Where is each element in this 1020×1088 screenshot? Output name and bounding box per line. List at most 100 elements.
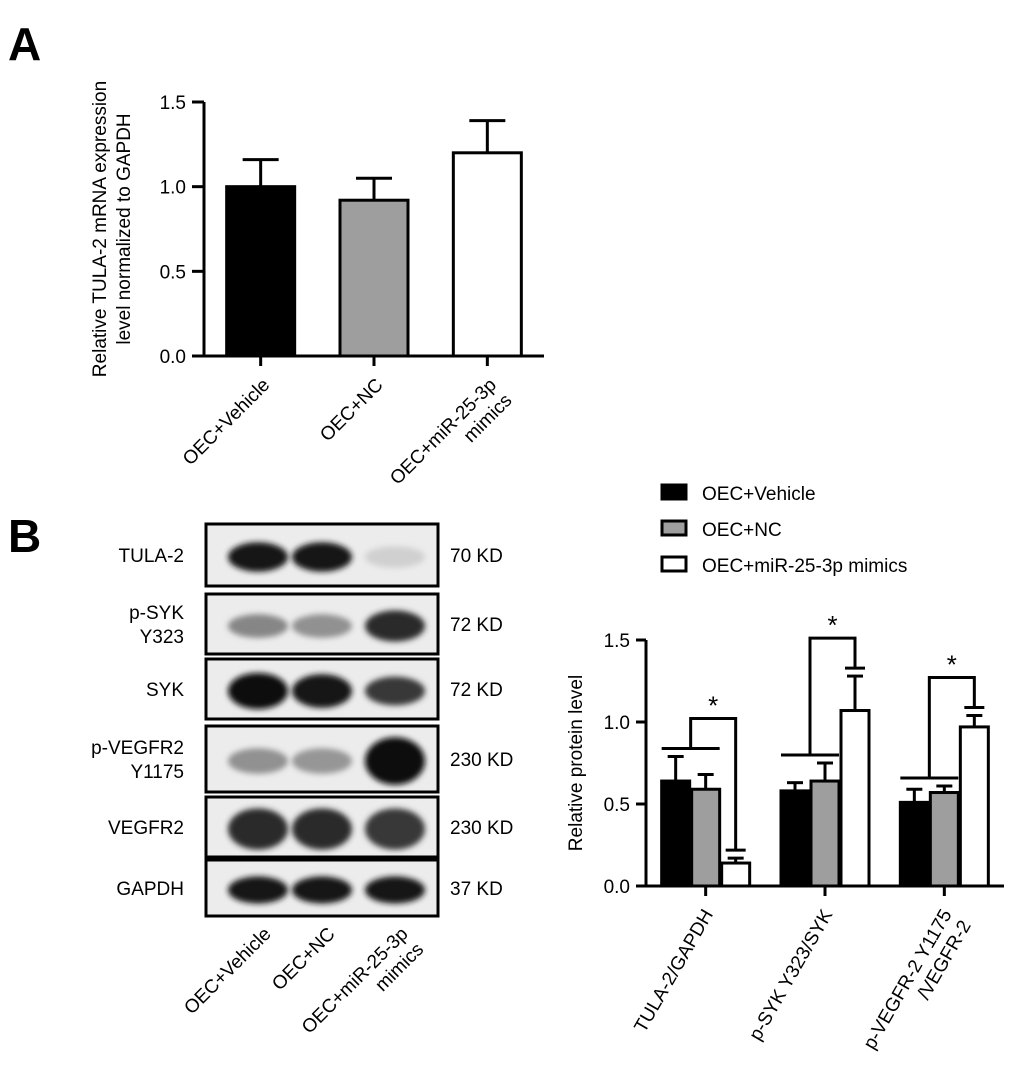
lane-label: OEC+Vehicle bbox=[180, 924, 275, 1019]
lane-label-text: OEC+Vehicle bbox=[180, 924, 275, 1019]
blot-label-line: Y323 bbox=[140, 627, 184, 648]
significance-mark: * bbox=[827, 610, 837, 640]
y-axis-title-line: level normalized to GAPDH bbox=[114, 113, 135, 344]
y-tick-label: 0.5 bbox=[160, 262, 186, 283]
blot-size: 70 KD bbox=[450, 546, 503, 567]
bar bbox=[338, 198, 410, 358]
blot-size: 230 KD bbox=[450, 818, 513, 839]
chart-a: 0.0 0.5 1.0 1.5 Relative TULA-2 mRNA express… bbox=[90, 81, 544, 505]
y-tick-label: 1.5 bbox=[604, 631, 630, 652]
bar bbox=[660, 779, 692, 888]
band bbox=[365, 808, 425, 850]
band bbox=[365, 546, 425, 568]
band bbox=[365, 737, 425, 785]
legend-swatch bbox=[660, 555, 688, 573]
bar bbox=[779, 789, 811, 888]
y-tick-label: 1.0 bbox=[160, 178, 186, 199]
y-axis-title-line: Relative TULA-2 mRNA expression bbox=[90, 81, 111, 377]
band bbox=[228, 876, 288, 904]
band bbox=[228, 672, 288, 710]
blot-label-line: p-VEGFR2 bbox=[91, 738, 184, 759]
sig-bracket bbox=[927, 675, 976, 778]
band bbox=[365, 876, 425, 904]
x-tick-label-text: p-VEGFR-2 Y1175/VEGFR-2 bbox=[860, 906, 976, 1064]
blot-label-line: p-SYK bbox=[129, 603, 184, 624]
blot-label: p-VEGFR2 Y1175 bbox=[91, 738, 184, 783]
legend-label: OEC+Vehicle bbox=[702, 484, 816, 505]
band bbox=[228, 808, 288, 850]
band bbox=[228, 748, 288, 774]
x-tick-label-line: OEC+Vehicle bbox=[179, 375, 274, 470]
blot-label: VEGFR2 bbox=[108, 818, 184, 839]
blot-label: GAPDH bbox=[116, 879, 184, 900]
bar bbox=[809, 779, 841, 888]
bar bbox=[928, 791, 960, 888]
x-tick-label-text: TULA-2/GAPDH bbox=[631, 906, 718, 1036]
x-tick-label: OEC+miR-25-3pmimics bbox=[386, 375, 516, 505]
bar bbox=[839, 709, 871, 888]
x-tick-label-text: OEC+miR-25-3pmimics bbox=[386, 375, 516, 505]
x-tick-label: OEC+Vehicle bbox=[179, 375, 274, 470]
x-tick-label-text: OEC+Vehicle bbox=[179, 375, 274, 470]
blot-label-text: p-VEGFR2 Y1175 bbox=[91, 738, 184, 783]
blot-label-text: GAPDH bbox=[116, 879, 184, 900]
blot-size: 72 KD bbox=[450, 615, 503, 636]
bar bbox=[720, 861, 752, 888]
band bbox=[365, 676, 425, 706]
legend-label: OEC+NC bbox=[702, 520, 782, 541]
sig-bracket bbox=[689, 716, 738, 851]
legend-swatch bbox=[660, 519, 688, 537]
blot-label-line: TULA-2 bbox=[119, 546, 184, 567]
lane-label-line: OEC+NC bbox=[268, 924, 339, 995]
blot-label: SYK bbox=[146, 680, 184, 701]
y-tick-label: 1.5 bbox=[160, 93, 186, 114]
x-tick-label: OEC+NC bbox=[316, 375, 387, 446]
bar bbox=[898, 800, 930, 888]
legend-label: OEC+miR-25-3p mimics bbox=[702, 556, 907, 577]
blot-size: 72 KD bbox=[450, 680, 503, 701]
band bbox=[292, 542, 352, 572]
x-tick-label-line: p-SYK Y323/SYK bbox=[745, 906, 837, 1045]
x-tick-label-text: OEC+NC bbox=[316, 375, 387, 446]
x-tick-label: p-VEGFR-2 Y1175/VEGFR-2 bbox=[860, 906, 976, 1064]
y-tick-label: 0.5 bbox=[604, 795, 630, 816]
band bbox=[228, 542, 288, 572]
blot-size: 230 KD bbox=[450, 750, 513, 771]
legend-swatch bbox=[660, 483, 688, 501]
band bbox=[292, 876, 352, 904]
blot-label: TULA-2 bbox=[119, 546, 184, 567]
bar bbox=[225, 185, 297, 358]
chart-b: 0.0 0.5 1.0 1.5 Relative protein level OEC+Ve… bbox=[566, 483, 1004, 1064]
significance-mark: * bbox=[708, 690, 718, 720]
band bbox=[228, 614, 288, 638]
blot-size: 37 KD bbox=[450, 879, 503, 900]
x-tick-label-text: p-SYK Y323/SYK bbox=[745, 906, 837, 1045]
blot-label-line: Y1175 bbox=[130, 762, 184, 783]
band bbox=[292, 808, 352, 850]
x-tick-label-line: OEC+NC bbox=[316, 375, 387, 446]
western-blot: TULA-2 70 KD p-SYK Y323 72 KD SYK 72 KD p-VEGFR… bbox=[91, 522, 513, 1038]
bar bbox=[451, 151, 523, 358]
blot-label-line: SYK bbox=[146, 680, 184, 701]
lane-label-text: OEC+NC bbox=[268, 924, 339, 995]
lane-label: OEC+NC bbox=[268, 924, 339, 995]
blot-label-line: VEGFR2 bbox=[108, 818, 184, 839]
significance-mark: * bbox=[947, 649, 957, 679]
blot-label: p-SYK Y323 bbox=[129, 603, 184, 648]
y-axis-title: Relative TULA-2 mRNA expression level nor… bbox=[90, 81, 135, 377]
sig-bracket bbox=[808, 636, 857, 755]
band bbox=[292, 674, 352, 708]
panel-a-letter: A bbox=[8, 18, 41, 70]
bar bbox=[958, 725, 990, 888]
blot-label-text: VEGFR2 bbox=[108, 818, 184, 839]
panel-b-letter: B bbox=[8, 510, 41, 562]
y-tick-label: 1.0 bbox=[604, 713, 630, 734]
bar bbox=[690, 787, 722, 888]
blot-label-text: p-SYK Y323 bbox=[129, 603, 184, 648]
lane-label-line: OEC+Vehicle bbox=[180, 924, 275, 1019]
blot-label-text: SYK bbox=[146, 680, 184, 701]
x-tick-label: TULA-2/GAPDH bbox=[631, 906, 718, 1036]
blot-label-text: TULA-2 bbox=[119, 546, 184, 567]
x-tick-label-line: TULA-2/GAPDH bbox=[631, 906, 718, 1036]
